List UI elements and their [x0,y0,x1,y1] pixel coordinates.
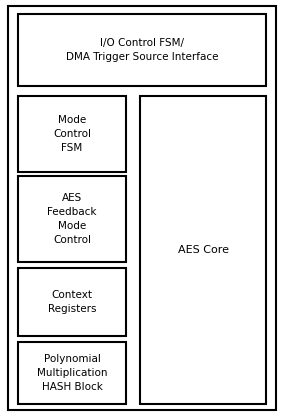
Text: I/O Control FSM/
DMA Trigger Source Interface: I/O Control FSM/ DMA Trigger Source Inte… [66,38,218,62]
Bar [18,342,126,404]
Bar [18,268,126,336]
Bar [140,96,266,404]
Text: Context
Registers: Context Registers [48,290,96,314]
Text: Polynomial
Multiplication
HASH Block: Polynomial Multiplication HASH Block [37,354,107,392]
Text: Mode
Control
FSM: Mode Control FSM [53,115,91,153]
Text: AES Core: AES Core [178,245,229,255]
Bar [18,14,266,86]
Bar [18,96,126,172]
Bar [18,176,126,262]
Text: AES
Feedback
Mode
Control: AES Feedback Mode Control [47,193,97,245]
